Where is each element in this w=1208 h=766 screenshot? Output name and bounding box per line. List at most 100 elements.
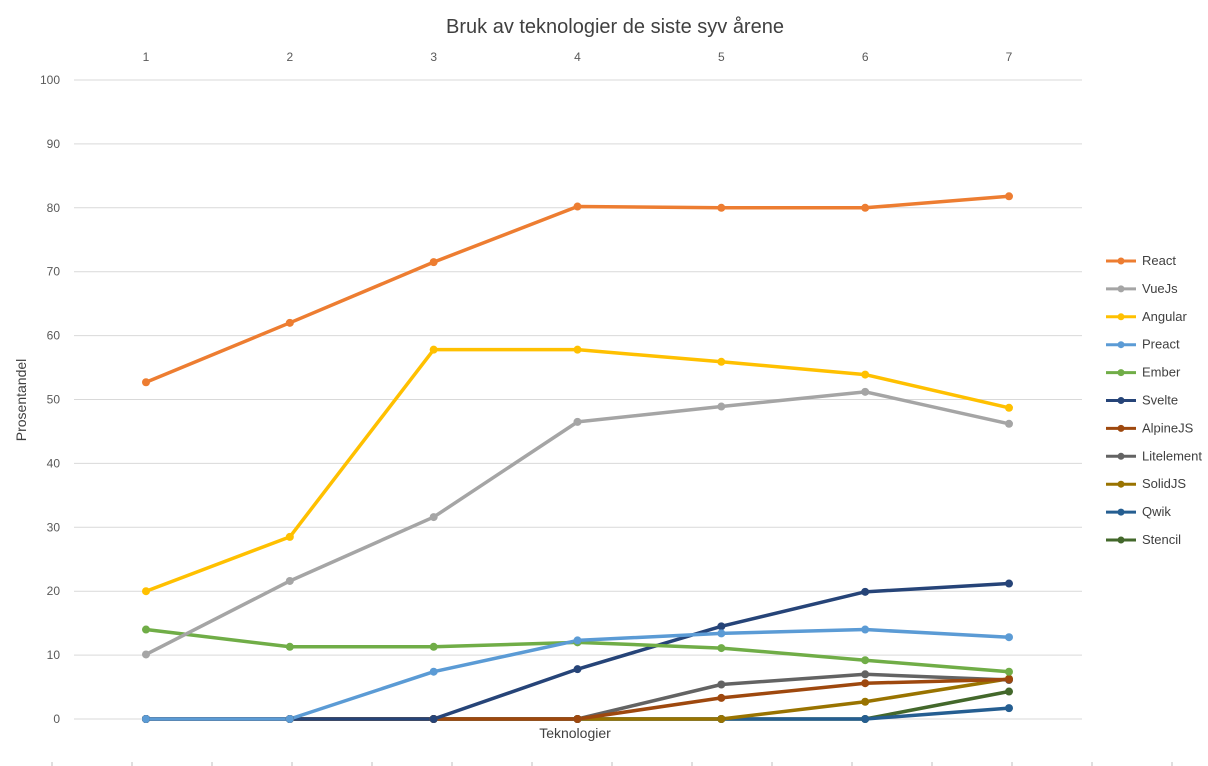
y-tick-label: 60 [47, 329, 61, 343]
legend-item-angular: Angular [1106, 309, 1187, 324]
legend-swatch-marker [1117, 257, 1125, 265]
data-point-ember [285, 642, 294, 651]
data-point-vuejs [1005, 419, 1013, 428]
legend-label: Stencil [1142, 532, 1181, 547]
legend-label: Litelement [1142, 448, 1202, 463]
y-axis-ticks: 0 10 20 30 40 50 60 70 80 90 100 [40, 73, 60, 726]
data-point-alpinejs [1005, 675, 1013, 684]
series-line-react [144, 194, 1011, 384]
y-tick-label: 30 [47, 520, 61, 534]
gridlines [74, 79, 1082, 720]
data-point-angular [429, 345, 438, 354]
legend-item-solidjs: SolidJS [1106, 476, 1186, 491]
data-point-ember [861, 656, 870, 665]
data-point-preact [429, 667, 438, 676]
data-point-alpinejs [861, 679, 870, 688]
series-line-solidjs [144, 676, 1011, 721]
data-point-vuejs [861, 387, 870, 396]
data-point-vuejs [717, 402, 726, 411]
data-point-alpinejs [573, 715, 582, 723]
series-line-angular [144, 347, 1011, 593]
legend-label: React [1142, 253, 1176, 268]
y-axis-title: Prosentandel [13, 359, 29, 442]
x-tick-label: 1 [143, 50, 150, 64]
legend-swatch-marker [1117, 285, 1125, 293]
data-point-preact [717, 629, 726, 638]
data-point-svelte [573, 665, 582, 674]
legend-item-preact: Preact [1106, 337, 1180, 352]
legend-label: AlpineJS [1142, 420, 1194, 435]
data-point-qwik [861, 715, 870, 723]
y-tick-label: 50 [47, 393, 61, 407]
legend-item-alpinejs: AlpineJS [1106, 420, 1194, 435]
y-tick-label: 40 [47, 456, 61, 470]
legend-swatch-marker [1117, 313, 1125, 321]
data-point-angular [573, 345, 582, 354]
legend-swatch-marker [1117, 369, 1125, 377]
data-point-react [573, 202, 582, 211]
data-point-solidjs [717, 715, 726, 723]
legend-swatch-marker [1117, 536, 1125, 544]
legend-label: VueJs [1142, 281, 1178, 296]
data-point-preact [142, 715, 150, 723]
legend-swatch-marker [1117, 424, 1125, 432]
data-point-svelte [429, 715, 438, 723]
data-point-angular [285, 532, 294, 541]
legend-item-qwik: Qwik [1106, 504, 1171, 519]
series-points [142, 192, 1013, 723]
data-point-preact [285, 715, 294, 723]
x-tick-label: 2 [286, 50, 293, 64]
x-tick-label: 3 [430, 50, 437, 64]
legend-label: SolidJS [1142, 476, 1186, 491]
legend-item-ember: Ember [1106, 365, 1181, 380]
legend-item-litelement: Litelement [1106, 448, 1202, 463]
x-tick-label: 4 [574, 50, 581, 64]
data-point-litelement [861, 670, 870, 679]
data-point-ember [1005, 667, 1013, 676]
bottom-tick-marks [51, 762, 1173, 766]
x-tick-label: 5 [718, 50, 725, 64]
data-point-angular [861, 370, 870, 379]
legend-swatch-marker [1117, 452, 1125, 460]
data-point-vuejs [142, 650, 150, 659]
data-point-angular [1005, 403, 1013, 412]
data-point-react [285, 318, 294, 327]
data-point-vuejs [573, 417, 582, 426]
y-tick-label: 100 [40, 73, 60, 87]
y-tick-label: 70 [47, 265, 61, 279]
data-point-react [861, 203, 870, 212]
legend-item-react: React [1106, 253, 1176, 268]
legend: React VueJs Angular Preact Ember Svelte Alpine… [1106, 253, 1202, 547]
data-point-svelte [717, 622, 726, 631]
data-point-ember [142, 625, 150, 634]
y-tick-label: 90 [47, 137, 61, 151]
legend-swatch-marker [1117, 480, 1125, 488]
data-point-preact [861, 625, 870, 634]
legend-label: Qwik [1142, 504, 1171, 519]
data-point-alpinejs [717, 693, 726, 702]
data-point-solidjs [861, 697, 870, 706]
data-point-vuejs [429, 513, 438, 522]
legend-label: Preact [1142, 337, 1180, 352]
data-point-qwik [1005, 704, 1013, 713]
x-axis-title: Teknologier [539, 725, 611, 741]
legend-item-vuejs: VueJs [1106, 281, 1178, 296]
data-point-angular [142, 587, 150, 596]
y-tick-label: 0 [53, 712, 60, 726]
legend-label: Svelte [1142, 393, 1178, 408]
legend-item-svelte: Svelte [1106, 393, 1178, 408]
data-point-ember [717, 644, 726, 653]
legend-label: Ember [1142, 365, 1181, 380]
series-line-stencil [144, 689, 1011, 721]
y-tick-label: 20 [47, 584, 61, 598]
data-point-ember [429, 642, 438, 651]
data-point-vuejs [285, 576, 294, 585]
data-point-stencil [1005, 687, 1013, 696]
data-point-react [142, 378, 150, 387]
data-point-react [429, 258, 438, 267]
data-point-react [717, 203, 726, 212]
data-point-litelement [717, 680, 726, 689]
y-tick-label: 80 [47, 201, 61, 215]
series-line-litelement [144, 672, 1011, 721]
